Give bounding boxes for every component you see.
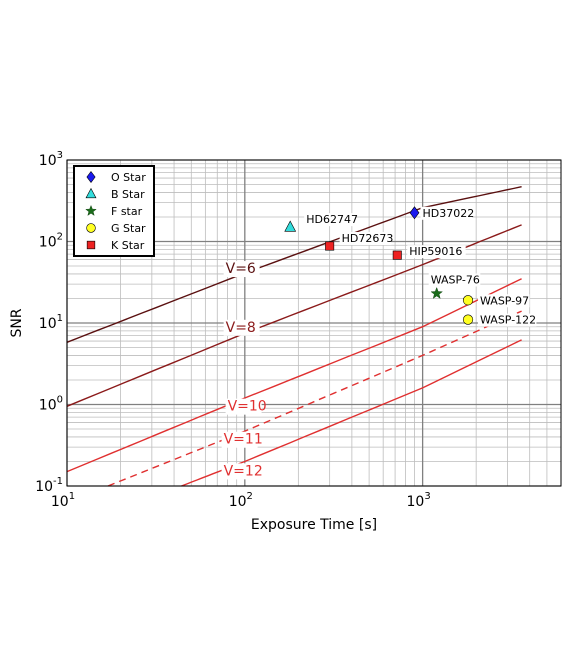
- curve-label: V=10: [228, 399, 267, 415]
- curve-line: [67, 279, 522, 472]
- star-label: WASP-76: [431, 274, 480, 287]
- curve-label: V=6: [226, 261, 256, 277]
- y-tick-label: 102: [39, 232, 63, 251]
- star-marker: [431, 288, 442, 299]
- y-axis-label: SNR: [9, 308, 25, 337]
- legend-entry-label: B Star: [111, 188, 145, 201]
- y-tick-label: 100: [39, 395, 63, 414]
- star-label: HD37022: [422, 207, 474, 220]
- y-tick-label: 10-1: [35, 476, 63, 495]
- curve-labels: V=6 V=8 V=10 V=11 V=12: [222, 261, 267, 479]
- curve-label: V=11: [224, 432, 263, 448]
- curve-line: [108, 311, 522, 486]
- star-marker: [325, 242, 333, 250]
- curve-label: V=8: [226, 320, 256, 336]
- star-label: WASP-122: [480, 314, 536, 327]
- curve-label: V=12: [224, 463, 263, 479]
- star-label: HD72673: [342, 232, 394, 245]
- x-axis-label: Exposure Time [s]: [251, 517, 377, 533]
- x-tick-labels: 101 102 103: [51, 491, 431, 510]
- x-tick-label: 101: [51, 491, 75, 510]
- star-label: HIP59016: [409, 245, 462, 258]
- star-marker: [463, 295, 473, 305]
- legend-marker: [87, 224, 96, 233]
- star-label: WASP-97: [480, 294, 529, 307]
- legend-entry-label: K Star: [111, 239, 145, 252]
- legend-entry-label: G Star: [111, 222, 146, 235]
- y-tick-labels: 10-1 100 101 102 103: [35, 150, 63, 495]
- star-marker: [393, 251, 401, 259]
- y-tick-label: 103: [39, 150, 63, 169]
- legend-entry-label: F star: [111, 205, 143, 218]
- x-tick-label: 102: [229, 491, 253, 510]
- star-marker: [285, 221, 296, 231]
- legend-entry-label: O Star: [111, 171, 146, 184]
- x-tick-label: 103: [407, 491, 431, 510]
- star-labels: HD37022HD62747HD72673HIP59016WASP-76WASP…: [304, 207, 536, 327]
- legend: O Star B Star F star G Star K Star: [74, 166, 154, 256]
- legend-marker: [87, 241, 95, 249]
- star-label: HD62747: [306, 213, 358, 226]
- y-tick-label: 101: [39, 313, 63, 332]
- star-marker: [463, 315, 473, 325]
